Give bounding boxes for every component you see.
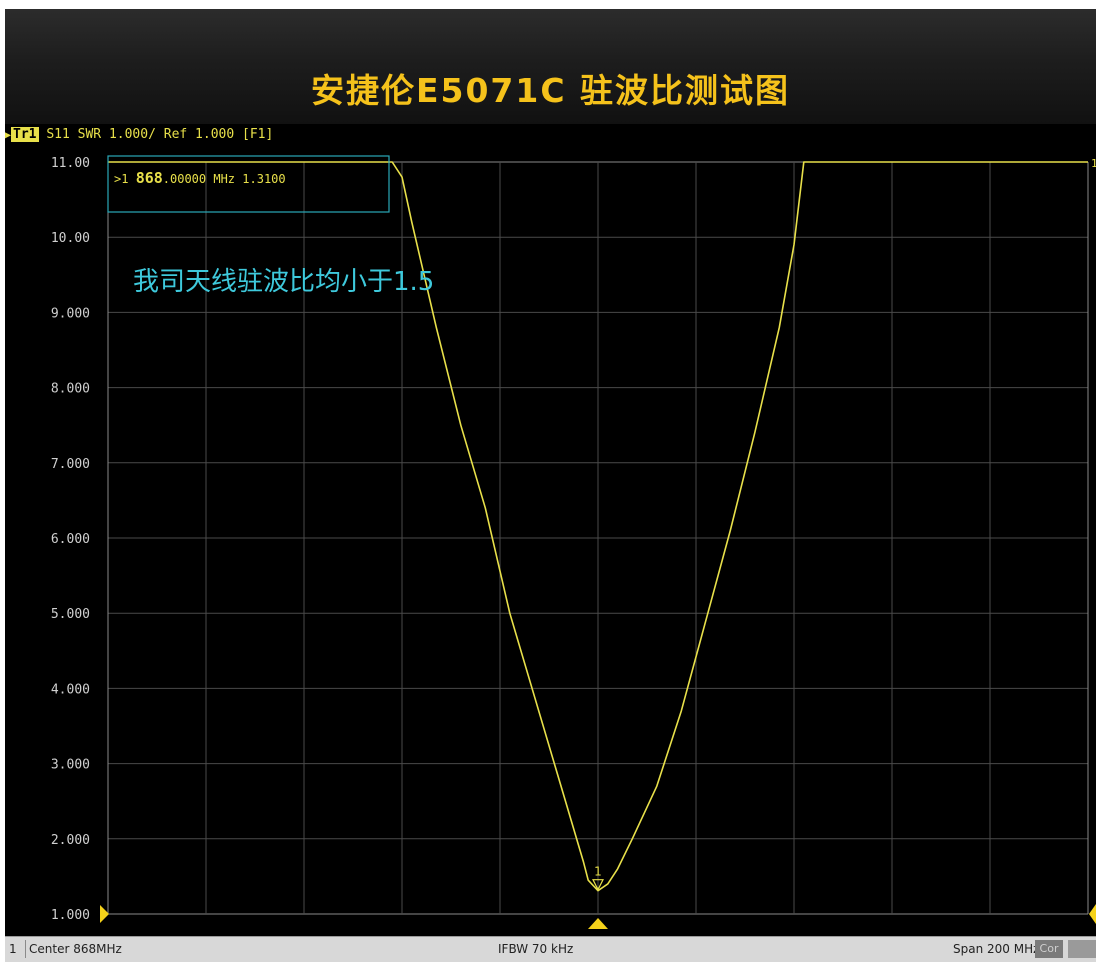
y-axis-ticks: 1.000 2.000 3.000 4.000 5.000 6.000 7.000 8.000…: [51, 156, 90, 923]
trace-label[interactable]: Tr1: [11, 127, 39, 142]
swr-chart: 1.000 2.000 3.000 4.000 5.000 6.000 7.000 8.000…: [51, 155, 1096, 929]
y-tick-label: 10.00: [51, 231, 90, 246]
right-edge-arrow-icon: [1089, 904, 1096, 924]
y-tick-label: 2.000: [51, 833, 90, 848]
readout-freq-main: 868: [136, 169, 163, 187]
trace-header[interactable]: ▶ Tr1 S11 SWR 1.000/ Ref 1.000 [F1]: [5, 127, 273, 147]
right-edge-label: 1: [1091, 157, 1096, 170]
reference-level-arrow-icon: [100, 905, 109, 923]
y-tick-label: 6.000: [51, 532, 90, 547]
active-trace-arrow-icon: ▶: [5, 130, 12, 141]
y-tick-label: 8.000: [51, 382, 90, 397]
marker-layer: 1: [592, 865, 604, 892]
annotation-text: 我司天线驻波比均小于1.5: [133, 267, 434, 297]
status-ifbw[interactable]: IFBW 70 kHz: [498, 942, 574, 956]
y-tick-label: 3.000: [51, 758, 90, 773]
y-tick-label: 11.00: [51, 156, 90, 171]
overlay-layer: 1 >1 868.00000 MHz 1.3100 我司天线驻波比均小于1.5: [100, 155, 1096, 929]
readout-marker-id: >1: [114, 172, 136, 186]
y-tick-label: 9.000: [51, 306, 90, 321]
y-tick-label: 4.000: [51, 682, 90, 697]
status-bar: 1 Center 868MHz IFBW 70 kHz Span 200 MHz…: [5, 936, 1096, 962]
title-banner: 安捷伦E5071C 驻波比测试图: [5, 9, 1096, 124]
status-center-frequency[interactable]: Center 868MHz: [29, 942, 122, 956]
marker-position-arrow-icon: [588, 918, 608, 929]
y-tick-label: 5.000: [51, 607, 90, 622]
top-margin: [0, 0, 1096, 9]
marker-readout: >1 868.00000 MHz 1.3100: [114, 169, 286, 187]
status-divider: [25, 940, 26, 958]
trace-settings: S11 SWR 1.000/ Ref 1.000 [F1]: [46, 127, 274, 142]
marker-1-label: 1: [594, 865, 602, 879]
readout-freq-rest: .00000 MHz: [163, 172, 242, 186]
marker-1-triangle: [592, 879, 604, 892]
analyzer-screen: 1.000 2.000 3.000 4.000 5.000 6.000 7.000 8.000…: [5, 124, 1096, 936]
marker-readout-box: [107, 155, 390, 213]
correction-indicator[interactable]: Cor: [1035, 940, 1063, 958]
status-end-indicator: [1068, 940, 1096, 958]
page-title: 安捷伦E5071C 驻波比测试图: [310, 71, 791, 110]
status-channel: 1: [9, 942, 17, 956]
status-span[interactable]: Span 200 MHz: [953, 942, 1040, 956]
y-tick-label: 7.000: [51, 457, 90, 472]
y-tick-label: 1.000: [51, 908, 90, 923]
readout-value: 1.3100: [242, 172, 285, 186]
